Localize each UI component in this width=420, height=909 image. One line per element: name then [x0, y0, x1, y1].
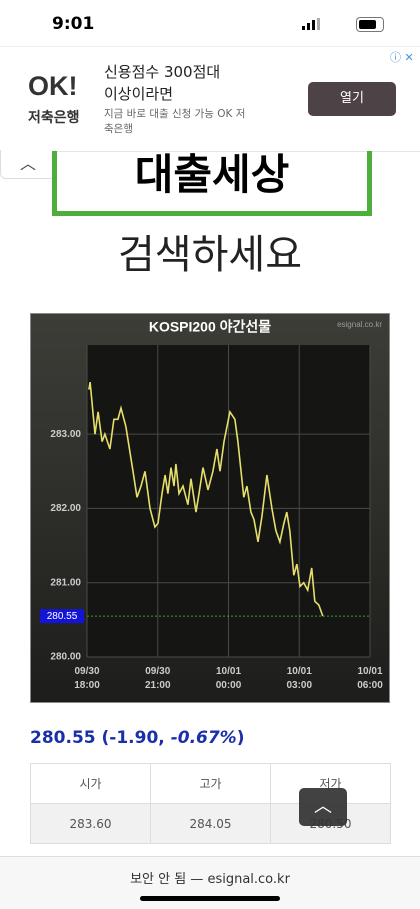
url[interactable]: 보안 안 됨 — esignal.co.kr: [130, 872, 290, 887]
y-tick-label: 282.00: [50, 503, 81, 514]
quote-change: (-1.90,: [101, 728, 165, 748]
ad-title: 신용점수 300점대 이상이라면: [104, 63, 221, 103]
ad-close[interactable]: ⓘ ✕: [390, 51, 414, 64]
x-tick-label: 10/01 03:00: [286, 666, 313, 691]
table-header: 시가: [30, 763, 151, 804]
table-header: 고가: [150, 763, 271, 804]
status-time: 9:01: [52, 14, 95, 34]
y-tick-label: 280.00: [50, 652, 81, 663]
x-tick-label: 10/01 06:00: [357, 666, 383, 691]
banner-title: 대출세상: [52, 151, 372, 216]
price-line: [88, 381, 324, 617]
y-tick-label: 283.00: [50, 429, 81, 440]
y-tick-label: 281.00: [50, 577, 81, 588]
chart: KOSPI200 야간선물 esignal.co.kr 280.00 281.00…: [30, 313, 390, 703]
last-price-label: 280.55: [47, 611, 78, 622]
x-tick-label: 09/30 21:00: [144, 666, 171, 691]
home-indicator: [140, 896, 280, 901]
ad-text: 지금 바로 대출 신청 가능 OK 저축은행: [104, 108, 246, 135]
banner-subtitle: 검색하세요: [118, 232, 302, 278]
table-cell: 284.05: [150, 803, 271, 844]
last-price-box: [40, 609, 84, 624]
ad[interactable]: OK! 저축은행 신용점수 300점대 이상이라면 지금 바로 대출 신청 가능…: [0, 46, 420, 152]
collapse-button[interactable]: ︿: [0, 150, 56, 179]
quote-close: ): [236, 728, 245, 748]
table-cell: 283.60: [30, 803, 151, 844]
ad-logo: OK!: [28, 71, 78, 101]
quote-price: 280.55: [30, 728, 96, 748]
x-tick-label: 10/01 00:00: [215, 666, 242, 691]
scroll-top-button[interactable]: ︿: [299, 788, 347, 826]
quote: 280.55 (-1.90, -0.67%): [30, 728, 245, 748]
signal-icon: [302, 18, 320, 30]
battery-icon: [356, 17, 384, 32]
quote-percent: -0.67%: [170, 728, 237, 748]
ad-logo-sub: 저축은행: [28, 110, 80, 126]
browser-bar: 보안 안 됨 — esignal.co.kr: [0, 856, 420, 909]
ad-button[interactable]: 열기: [308, 82, 396, 116]
x-tick-label: 09/30 18:00: [74, 666, 100, 691]
watermark: esignal.co.kr: [337, 320, 382, 329]
chart-title: KOSPI200 야간선물: [149, 319, 271, 335]
